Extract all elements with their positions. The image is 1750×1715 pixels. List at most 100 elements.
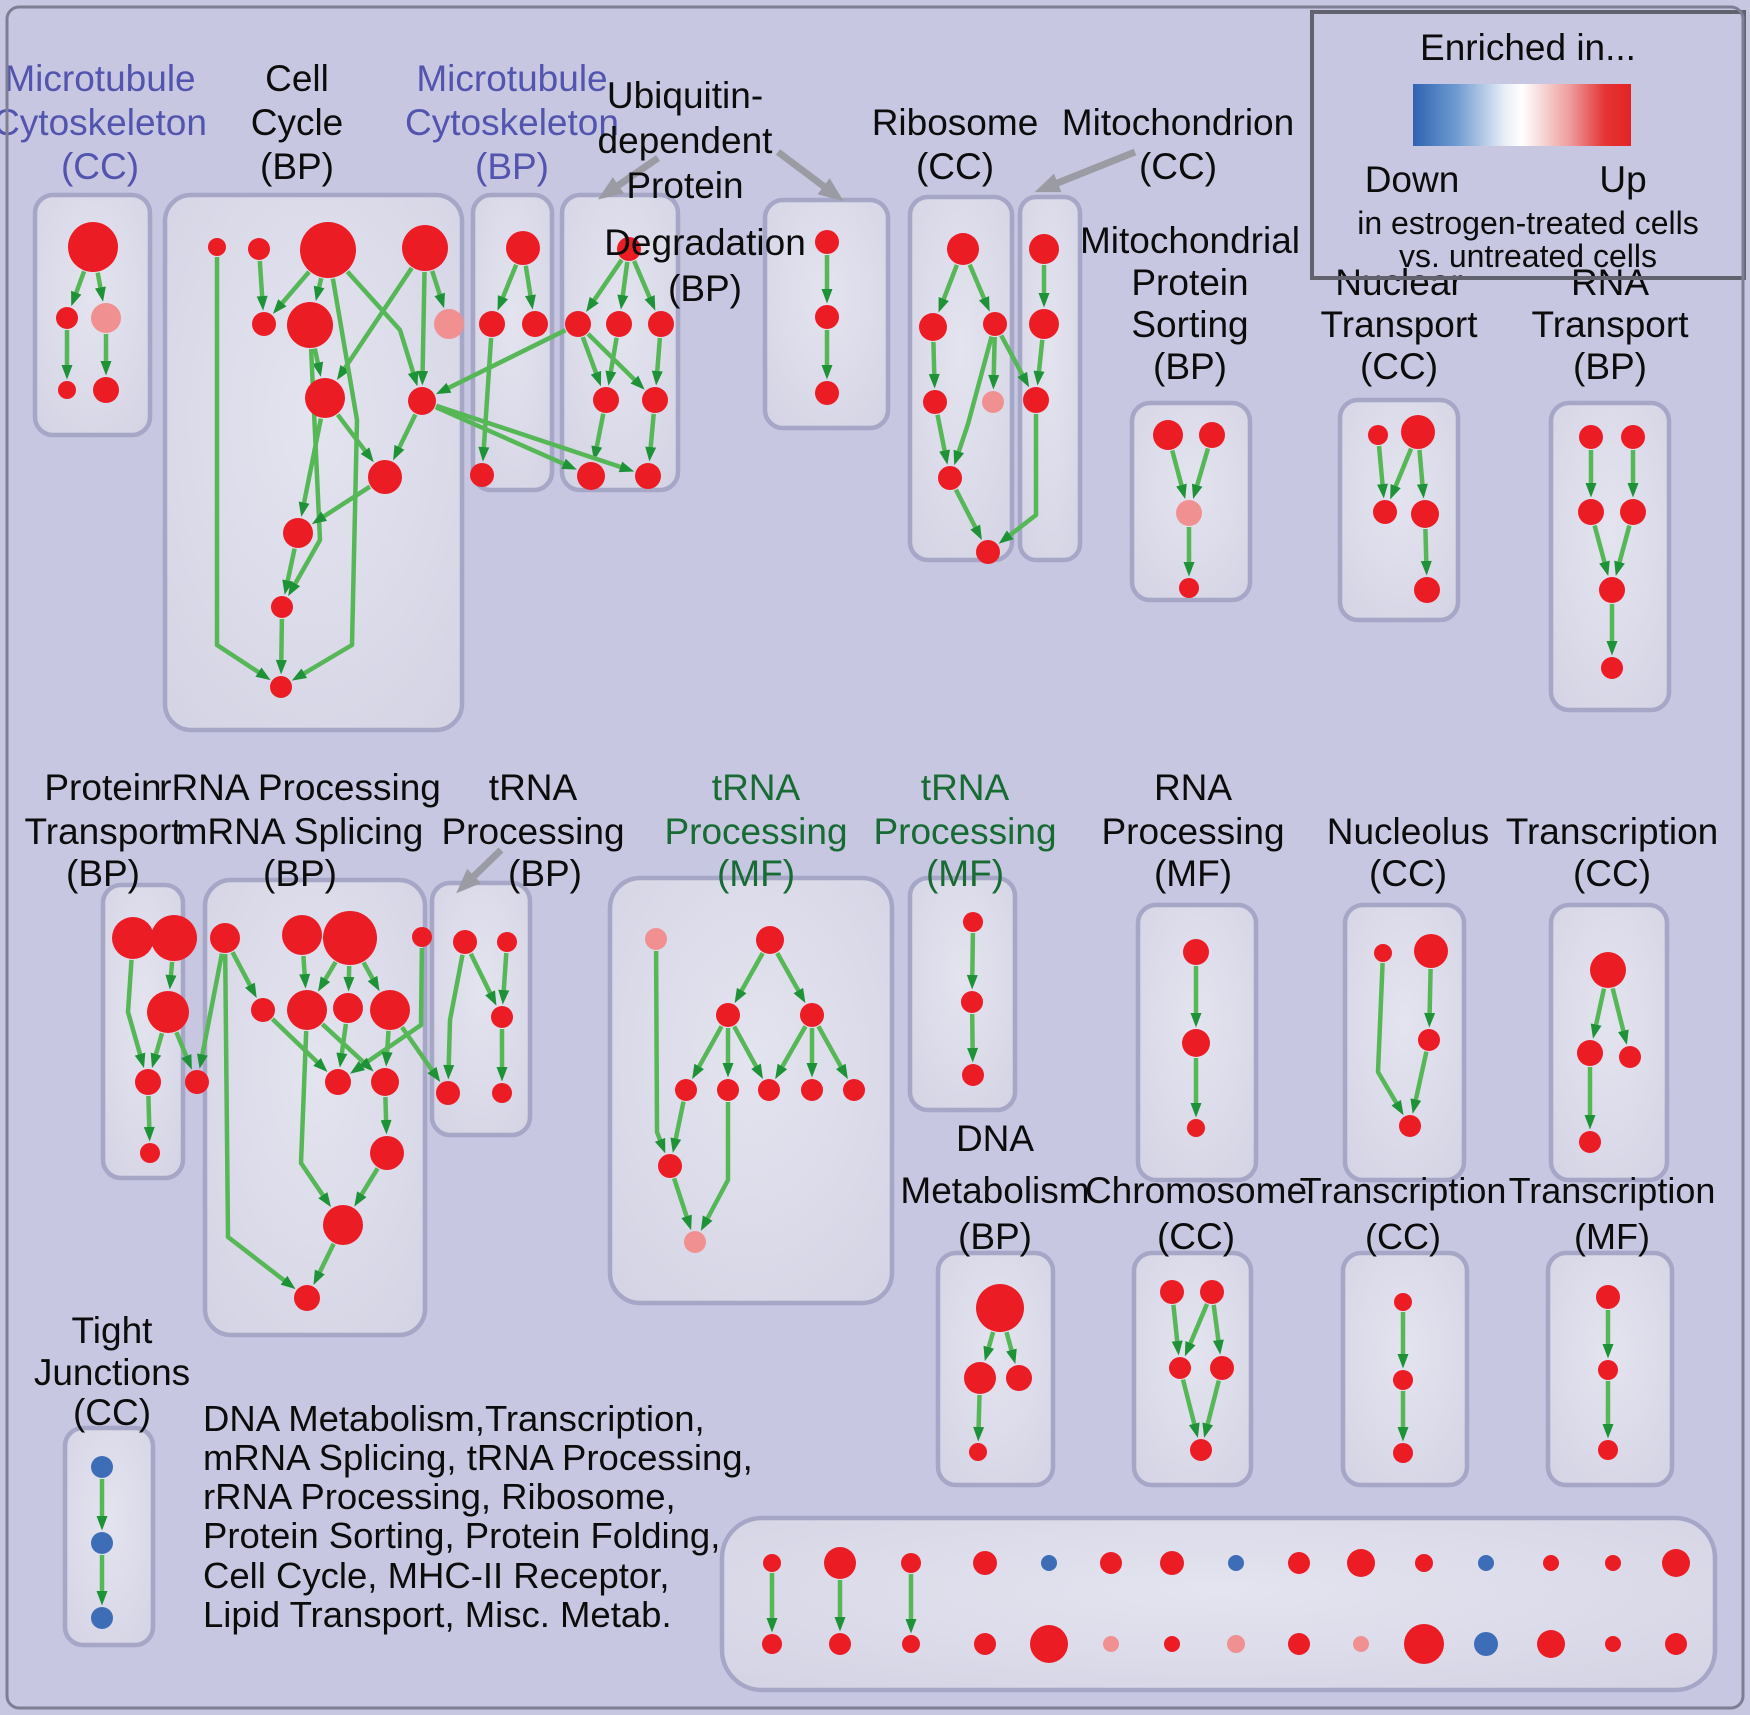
edge-rb3-mt3 <box>999 334 1030 388</box>
node-rr13 <box>294 1285 320 1311</box>
legend-title: Enriched in... <box>1420 27 1636 68</box>
node-tf6 <box>717 1079 739 1101</box>
footnote-line-1: DNA Metabolism,Transcription, <box>203 1398 705 1439</box>
node-nu2 <box>1414 934 1448 968</box>
cluster-label-nu-line-1: Nucleolus <box>1327 811 1489 852</box>
legend: Enriched in... Down Up in estrogen-treat… <box>1310 10 1746 280</box>
edge-cc8-cc10 <box>393 413 418 461</box>
cluster-label-tz-line-1: Transcription <box>1509 1170 1716 1211</box>
gray-pointer-arrow-4 <box>456 847 504 894</box>
edge-rr3-rr8 <box>361 961 380 992</box>
edge-rb3-rb5 <box>988 336 1000 390</box>
cluster-label-dm-line-1: DNA <box>956 1118 1034 1159</box>
cluster-label-mb-line-1: Microtubule <box>416 58 607 99</box>
edge-pt1-pt4 <box>125 959 146 1069</box>
cluster-label-cc-line-2: Cycle <box>251 102 344 143</box>
node-bx7b <box>1164 1636 1180 1652</box>
cluster-label-tg-line-1: tRNA <box>921 767 1010 808</box>
node-ua8 <box>635 463 661 489</box>
edge-cc6-cc9 <box>312 348 324 377</box>
node-rr4 <box>412 927 432 947</box>
node-rr6 <box>287 990 327 1030</box>
edge-pt4-pt6 <box>143 1095 155 1142</box>
footnote-line-3: rRNA Processing, Ribosome, <box>203 1476 676 1517</box>
node-pt6 <box>140 1143 160 1163</box>
edge-rr6-rr12 <box>298 1030 331 1208</box>
edge-nt2-nt3 <box>1390 447 1414 500</box>
cluster-label-nt-line-3: (CC) <box>1360 346 1438 387</box>
edge-cc3-cc8 <box>345 270 419 387</box>
node-bx10b <box>1353 1636 1369 1652</box>
node-nt2 <box>1401 415 1435 449</box>
legend-up-label: Up <box>1599 159 1646 200</box>
edge-mc1-mc3 <box>95 272 106 302</box>
cluster-label-tc-line-2: (CC) <box>1573 853 1651 894</box>
edge-ch3-ch5 <box>1180 1379 1200 1438</box>
edge-cc8-ua7 <box>434 405 577 470</box>
cluster-box-tc <box>1548 902 1670 1183</box>
edge-ua1-ua4 <box>632 260 656 311</box>
cluster-label-rp-line-3: (MF) <box>1154 853 1232 894</box>
node-tg1 <box>963 912 983 932</box>
node-bx8b <box>1227 1635 1245 1653</box>
node-rb7 <box>976 540 1000 564</box>
node-tz1 <box>1596 1285 1620 1309</box>
node-tf10 <box>658 1154 682 1178</box>
node-bx12b <box>1474 1632 1498 1656</box>
node-bx13b <box>1537 1630 1565 1658</box>
node-bx14t <box>1605 1555 1621 1571</box>
cluster-label-rr-line-1: rRNA Processing <box>159 767 441 808</box>
node-bx6b <box>1103 1636 1119 1652</box>
node-bx7t <box>1160 1551 1184 1575</box>
cluster-label-mb-line-2: Cytoskeleton <box>405 102 619 143</box>
cluster-label-tj-line-3: (CC) <box>73 1392 151 1433</box>
edge-tp1-tp4 <box>443 954 465 1080</box>
node-bx4b <box>974 1633 996 1655</box>
footnote: DNA Metabolism,Transcription,mRNA Splici… <box>203 1398 753 1635</box>
footnote-line-5: Cell Cycle, MHC-II Receptor, <box>203 1555 670 1596</box>
cluster-label-ua-line-5: (BP) <box>668 268 742 309</box>
node-rp3 <box>1187 1119 1205 1137</box>
node-bx15b <box>1665 1633 1687 1655</box>
node-mc5 <box>93 377 119 403</box>
edge-tg1-tg2 <box>966 932 978 990</box>
node-rr7 <box>333 993 363 1023</box>
edge-tf5-tf10 <box>670 1101 686 1153</box>
edge-nu2-nu3 <box>1424 968 1436 1028</box>
cluster-label-ms-line-3: Sorting <box>1131 304 1248 345</box>
edge-tf3-tf5 <box>692 1025 724 1080</box>
cluster-label-mt-line-2: (CC) <box>1139 146 1217 187</box>
edge-cc8-ua8 <box>435 403 635 473</box>
edge-rr8-rr10 <box>381 1030 393 1067</box>
node-pt1 <box>112 917 154 959</box>
node-ms4 <box>1179 578 1199 598</box>
cluster-label-mc-line-2: Cytoskeleton <box>0 102 207 143</box>
cluster-box-ts <box>1340 1250 1470 1488</box>
node-ch2 <box>1200 1280 1224 1304</box>
edge-ch2-ch4 <box>1211 1304 1224 1355</box>
node-ub2 <box>815 305 839 329</box>
edge-rr3-rr6 <box>318 960 338 992</box>
node-ua2 <box>565 311 591 337</box>
node-cc6 <box>287 302 333 348</box>
node-dm4 <box>969 1443 987 1461</box>
cluster-label-pt-line-1: Protein <box>44 767 161 808</box>
node-rr3 <box>323 911 377 965</box>
cluster-label-rr-line-3: (BP) <box>263 853 337 894</box>
edge-cc10-cc11 <box>311 484 372 525</box>
node-ch3 <box>1169 1357 1191 1379</box>
node-tf2 <box>756 926 784 954</box>
cluster-label-ch-line-2: (CC) <box>1157 1216 1235 1257</box>
edge-dm1-dm2 <box>983 1331 996 1362</box>
edge-cc3-cc13 <box>291 278 360 681</box>
node-bx3b <box>902 1635 920 1653</box>
node-mc2 <box>56 307 78 329</box>
legend-gradient-bar <box>1413 84 1631 146</box>
node-mb1 <box>506 231 540 265</box>
cluster-label-tc-line-1: Transcription <box>1506 811 1718 852</box>
cluster-label-rp-line-2: Processing <box>1101 811 1284 852</box>
node-mt3 <box>1023 387 1049 413</box>
cluster-label-ms-line-1: Mitochondrial <box>1080 220 1300 261</box>
node-bx5b <box>1030 1625 1068 1663</box>
cluster-box-bx <box>719 1515 1718 1693</box>
